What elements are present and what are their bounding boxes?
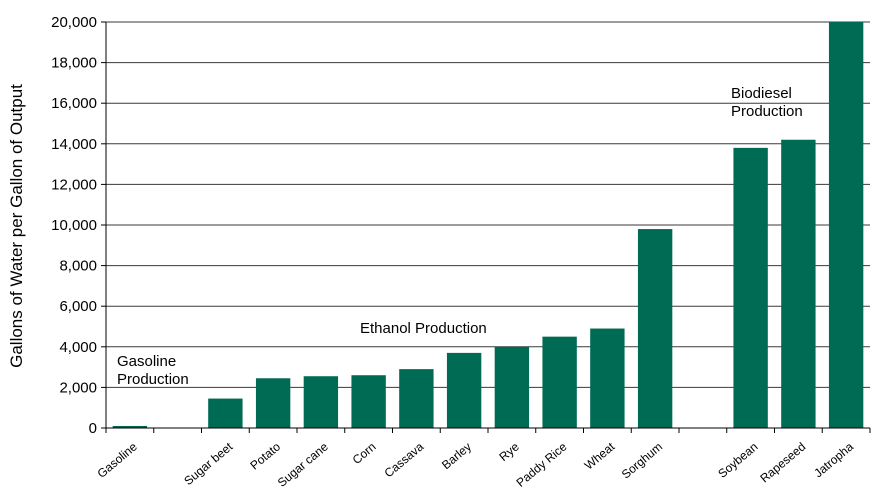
y-tick-label: 4,000 — [59, 339, 97, 356]
y-tick-label: 8,000 — [59, 258, 97, 275]
bar — [494, 346, 530, 428]
x-tick-label: Potato — [247, 439, 283, 472]
x-tick-label: Corn — [350, 440, 379, 467]
annotation-ethanol: Ethanol Production — [360, 320, 487, 337]
y-axis-label: Gallons of Water per Gallon of Output — [7, 84, 26, 368]
bar — [208, 398, 243, 428]
x-tick-label: Cassava — [382, 439, 427, 480]
x-tick-label: Rye — [496, 439, 522, 464]
x-tick-label: Wheat — [582, 439, 618, 472]
x-tick-label: Paddy Rice — [514, 439, 570, 489]
bar — [781, 139, 816, 429]
bar — [637, 229, 673, 428]
bar — [828, 22, 864, 428]
x-tick-label: Jatropha — [811, 439, 856, 480]
x-tick-label: Sugar cane — [275, 439, 331, 489]
x-tick-label: Gasoline — [95, 439, 141, 480]
y-tick-label: 14,000 — [51, 136, 97, 153]
bar — [446, 352, 482, 428]
y-tick-label: 6,000 — [59, 298, 97, 315]
y-tick-label: 2,000 — [59, 379, 97, 396]
x-tick-label: Soybean — [715, 440, 760, 481]
x-tick-label: Barley — [439, 440, 474, 473]
annotation-gasoline: Gasoline Production — [117, 353, 189, 388]
y-tick-label: 18,000 — [51, 55, 97, 72]
bar — [112, 425, 148, 428]
x-tick-label: Sugar beet — [181, 439, 235, 488]
grid-lines — [106, 21, 870, 388]
x-tick-label: Rapeseed — [757, 440, 808, 486]
y-tick-labels: 0 2,000 4,000 6,000 8,000 10,000 12,000 14,000 1… — [51, 14, 106, 437]
bar — [590, 328, 625, 428]
bar — [399, 369, 434, 428]
annotation-biodiesel: Biodiesel Production — [731, 85, 803, 120]
x-tick-label: Sorghum — [619, 440, 665, 482]
y-tick-label: 10,000 — [51, 217, 97, 234]
bars — [112, 22, 864, 429]
bar — [733, 147, 768, 429]
bar — [542, 336, 577, 428]
bar — [303, 376, 339, 428]
y-tick-label: 0 — [89, 420, 97, 437]
bar — [255, 378, 291, 428]
y-tick-label: 16,000 — [51, 95, 97, 112]
y-tick-label: 20,000 — [51, 14, 97, 31]
y-tick-label: 12,000 — [51, 176, 97, 193]
bar — [351, 375, 386, 428]
